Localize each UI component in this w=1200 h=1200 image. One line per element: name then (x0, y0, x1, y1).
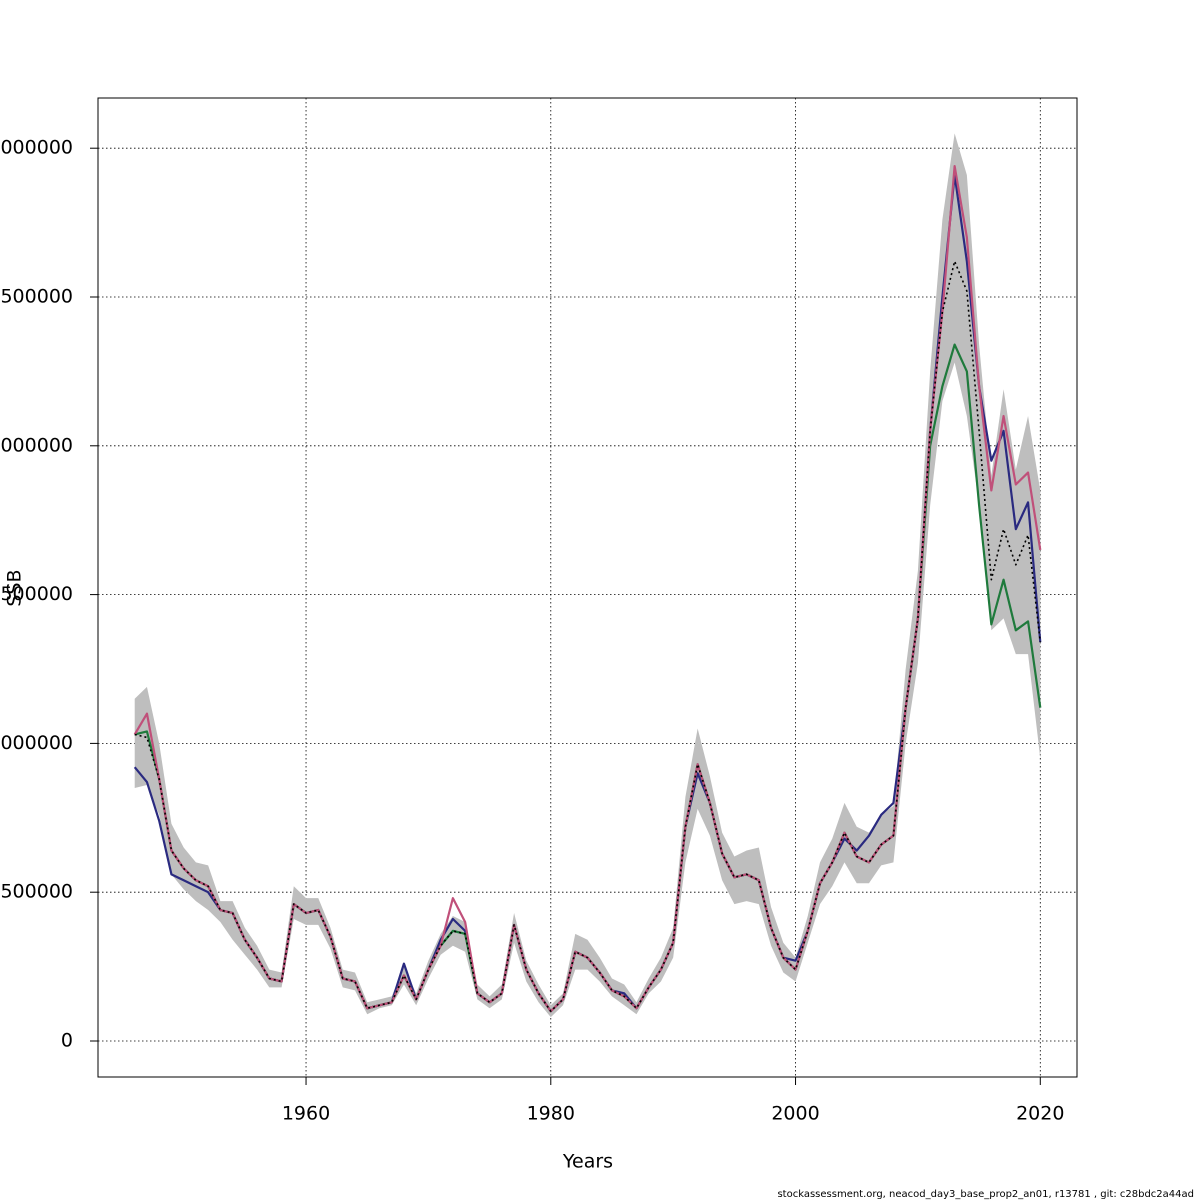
x-tick-label: 1960 (282, 1103, 330, 1125)
x-axis-label: Years (562, 1151, 613, 1173)
series-line (133, 173, 1042, 1013)
confidence-band (134, 133, 1041, 1018)
y-tick-label: 1000000 (0, 732, 73, 754)
x-tick-label: 2000 (771, 1103, 819, 1125)
y-tick-label: 0 (61, 1029, 73, 1051)
series-line (134, 260, 1042, 1013)
y-axis-label: SSB (4, 569, 26, 606)
y-tick-label: 2500000 (0, 286, 73, 308)
y-tick-label: 1500000 (0, 583, 73, 605)
series-line (133, 164, 1042, 1013)
x-tick-label: 1980 (527, 1103, 575, 1125)
x-tick-label: 2020 (1016, 1103, 1064, 1125)
series-line (134, 343, 1042, 1013)
plot-frame (97, 97, 1078, 1078)
y-tick-label: 2000000 (0, 434, 73, 456)
footer: stockassessment.org, neacod_day3_base_pr… (777, 1189, 1194, 1200)
y-tick-label: 3000000 (0, 137, 73, 159)
y-tick-label: 500000 (0, 881, 73, 903)
